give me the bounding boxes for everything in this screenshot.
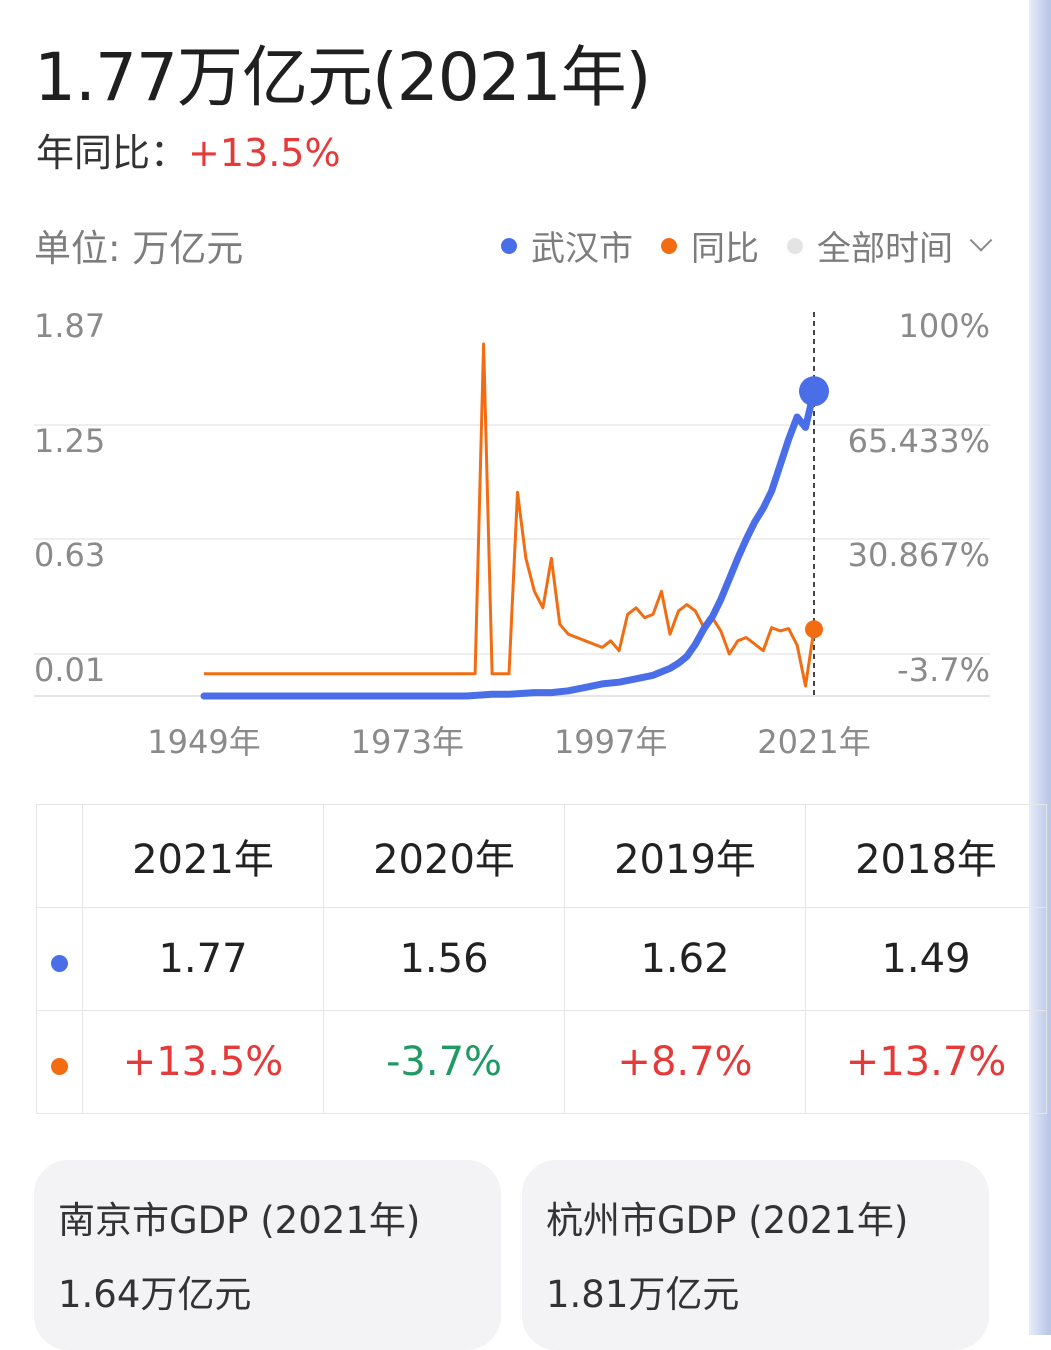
- table-cell-yoy: +8.7%: [564, 1010, 806, 1114]
- y-right-tick-label: -3.7%: [897, 651, 990, 689]
- table-header-year: 2021年: [82, 804, 324, 908]
- table-corner-cell: [36, 804, 83, 908]
- table-header-year: 2020年: [323, 804, 565, 908]
- gdp-table: 2021年 2020年 2019年 2018年 1.77 1.56 1.62 1…: [36, 804, 1047, 1114]
- legend-dot-time: [787, 237, 803, 254]
- y-left-tick-label: 0.01: [34, 651, 105, 689]
- y-right-tick-label: 65.433%: [848, 422, 990, 460]
- unit-label: 单位: 万亿元: [34, 227, 244, 270]
- yoy-highlight-point: [805, 620, 823, 639]
- y-right-tick-label: 30.867%: [848, 536, 990, 574]
- yoy-series-dot: [51, 1058, 68, 1075]
- right-edge-panel: [1029, 0, 1051, 1335]
- gdp-highlight-point: [799, 376, 829, 407]
- related-card-nanjing[interactable]: 南京市GDP (2021年) 1.64万亿元: [34, 1160, 501, 1350]
- gdp-series-dot: [51, 955, 68, 972]
- card-title: 杭州市GDP (2021年): [546, 1199, 909, 1242]
- x-tick-label: 1949年: [147, 723, 260, 761]
- table-cell-yoy: -3.7%: [323, 1010, 565, 1114]
- table-header-year: 2019年: [564, 804, 806, 908]
- legend-label-wuhan: 武汉市: [531, 229, 633, 269]
- related-card-hangzhou[interactable]: 杭州市GDP (2021年) 1.81万亿元: [522, 1160, 989, 1350]
- time-range-label: 全部时间: [817, 229, 953, 269]
- x-tick-label: 1997年: [554, 723, 667, 761]
- legend-dot-wuhan: [501, 237, 517, 254]
- legend-dot-yoy: [661, 237, 677, 254]
- table-cell-gdp: 1.56: [323, 907, 565, 1011]
- headline-value: 1.77万亿元(2021年): [34, 39, 651, 116]
- card-title: 南京市GDP (2021年): [58, 1199, 421, 1242]
- chart-legend: 武汉市 同比 全部时间: [473, 221, 993, 270]
- table-row-gdp: 1.77 1.56 1.62 1.49: [36, 907, 1047, 1011]
- table-cell-gdp: 1.49: [805, 907, 1047, 1011]
- table-row-marker-yoy: [36, 1010, 83, 1114]
- y-right-tick-label: 100%: [899, 307, 990, 345]
- chevron-down-icon: [969, 228, 993, 252]
- x-tick-label: 2021年: [757, 723, 870, 761]
- card-value: 1.64万亿元: [58, 1273, 252, 1316]
- time-range-dropdown[interactable]: 全部时间: [787, 221, 993, 270]
- table-header-year: 2018年: [805, 804, 1047, 908]
- gdp-series-line: [200, 387, 818, 700]
- table-cell-yoy: +13.5%: [82, 1010, 324, 1114]
- table-cell-gdp: 1.62: [564, 907, 806, 1011]
- legend-item-yoy[interactable]: 同比: [661, 221, 759, 270]
- card-value: 1.81万亿元: [546, 1273, 740, 1316]
- yoy-value: +13.5%: [188, 131, 341, 175]
- yoy-row: 年同比：+13.5%: [36, 122, 341, 177]
- table-cell-gdp: 1.77: [82, 907, 324, 1011]
- x-tick-label: 1973年: [351, 723, 464, 761]
- legend-label-yoy: 同比: [691, 229, 759, 269]
- table-row-yoy: +13.5% -3.7% +8.7% +13.7%: [36, 1010, 1047, 1114]
- table-cell-yoy: +13.7%: [805, 1010, 1047, 1114]
- y-left-tick-label: 1.87: [34, 307, 105, 345]
- table-row-marker-gdp: [36, 907, 83, 1011]
- y-left-tick-label: 0.63: [34, 536, 105, 574]
- table-header-row: 2021年 2020年 2019年 2018年: [36, 804, 1047, 908]
- yoy-label: 年同比：: [36, 131, 189, 175]
- y-left-tick-label: 1.25: [34, 422, 105, 460]
- gdp-chart: 1.87 1.25 0.63 0.01 100% 65.433% 30.867% -3.7% 1…: [34, 307, 990, 761]
- legend-item-wuhan[interactable]: 武汉市: [501, 221, 633, 270]
- yoy-series-line: [204, 342, 816, 688]
